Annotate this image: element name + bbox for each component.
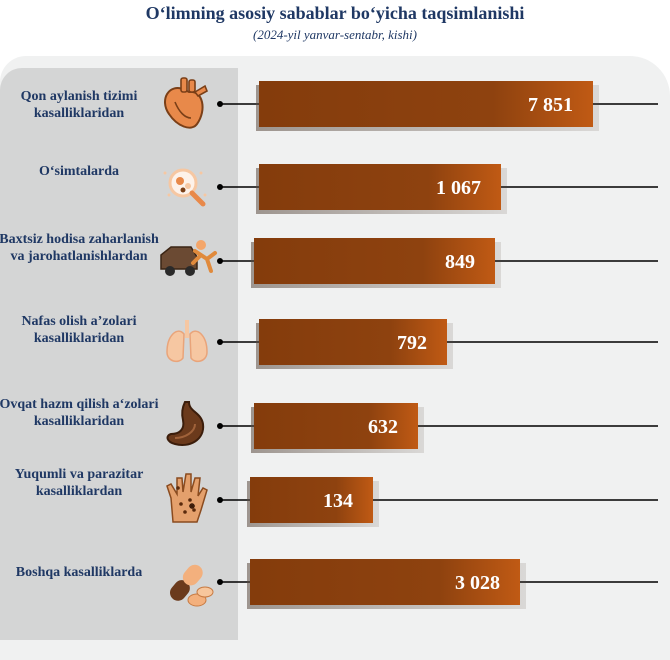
category-label: Baxtsiz hodisa zaharlanish va jarohatlan… xyxy=(0,232,159,264)
bar xyxy=(250,559,520,605)
value-label: 632 xyxy=(368,416,398,438)
chart-subtitle: (2024-yil yanvar-sentabr, kishi) xyxy=(252,27,417,42)
chart-title: O‘limning asosiy sabablar bo‘yicha taqsi… xyxy=(145,3,525,23)
category-label: Nafas olish a’zolari kasalliklaridan xyxy=(21,314,137,346)
connector-dot xyxy=(217,339,223,345)
value-label: 3 028 xyxy=(455,572,500,594)
category-label: Yuqumli va parazitar kasalliklardan xyxy=(14,467,144,499)
pills-icon xyxy=(170,564,214,607)
connector-dot xyxy=(217,497,223,503)
value-label: 849 xyxy=(445,251,475,273)
connector-dot xyxy=(217,184,223,190)
bar xyxy=(259,164,501,210)
car-accident-icon xyxy=(160,240,217,276)
infected-hand-icon xyxy=(166,473,208,523)
bar xyxy=(259,319,447,365)
category-label: Qon aylanish tizimi kasalliklaridan xyxy=(20,89,138,121)
value-label: 7 851 xyxy=(528,94,573,116)
category-label: Boshqa kasalliklarda xyxy=(15,565,143,580)
lungs-icon xyxy=(166,320,208,363)
connector-dot xyxy=(217,101,223,107)
value-label: 134 xyxy=(323,490,353,512)
bar xyxy=(259,81,593,127)
bar xyxy=(250,477,373,523)
category-label: Ovqat hazm qilish a‘zolari kasalliklarid… xyxy=(0,397,159,429)
bar xyxy=(254,403,418,449)
heart-icon xyxy=(164,77,209,129)
value-label: 1 067 xyxy=(436,177,481,199)
connector-dot xyxy=(217,423,223,429)
value-label: 792 xyxy=(397,332,427,354)
connector-dot xyxy=(217,258,223,264)
category-label: O‘simtalarda xyxy=(38,164,120,179)
tumor-cell-icon xyxy=(163,168,207,207)
stomach-icon xyxy=(166,401,205,446)
connector-dot xyxy=(217,579,223,585)
bar xyxy=(254,238,495,284)
